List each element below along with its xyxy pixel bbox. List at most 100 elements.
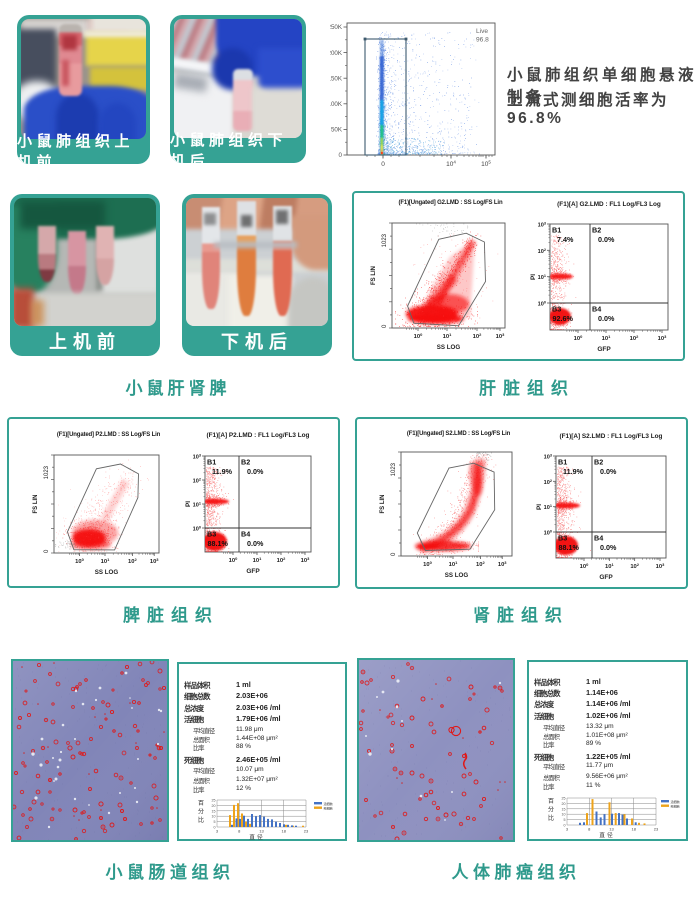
svg-text:1023: 1023 [382,233,388,247]
svg-text:百: 百 [198,800,204,807]
svg-text:死细胞: 死细胞 [324,806,333,811]
svg-text:8: 8 [238,829,241,834]
svg-text:GFP: GFP [246,568,260,575]
svg-text:23: 23 [654,827,659,832]
svg-text:200K: 200K [330,50,343,57]
svg-text:103: 103 [301,556,310,564]
svg-text:B2: B2 [594,458,603,467]
svg-text:0: 0 [339,152,343,159]
svg-text:103: 103 [658,334,667,342]
svg-text:0: 0 [391,552,397,556]
svg-text:SS LOG: SS LOG [445,572,469,579]
svg-text:100: 100 [414,332,423,340]
svg-text:20: 20 [212,804,216,808]
svg-text:B4: B4 [241,530,250,539]
svg-text:100: 100 [580,562,589,570]
svg-text:分: 分 [548,806,554,814]
svg-text:0.0%: 0.0% [598,235,615,244]
svg-text:18: 18 [632,827,637,832]
svg-text:直径: 直径 [249,833,265,841]
svg-text:88.1%: 88.1% [208,539,229,548]
svg-text:B1: B1 [552,226,561,235]
svg-text:1023: 1023 [44,465,50,479]
svg-text:FS LIN: FS LIN [33,495,39,514]
svg-text:102: 102 [193,478,201,485]
svg-text:0.0%: 0.0% [247,539,264,548]
svg-text:100: 100 [423,560,432,568]
svg-text:活细胞: 活细胞 [324,801,333,806]
svg-text:B1: B1 [558,458,567,467]
svg-text:102: 102 [128,557,137,565]
svg-text:88.1%: 88.1% [559,543,580,552]
svg-text:100: 100 [538,301,546,308]
svg-text:25: 25 [212,799,216,803]
svg-text:103: 103 [496,332,505,340]
svg-text:B3: B3 [207,530,216,539]
svg-text:23: 23 [304,829,309,834]
svg-text:13: 13 [259,829,264,834]
svg-text:(F1)[Ungated] G2.LMD : SS Log/: (F1)[Ungated] G2.LMD : SS Log/FS Lin [399,200,503,206]
svg-text:PI: PI [536,504,543,510]
svg-text:1023: 1023 [391,462,397,476]
svg-text:15: 15 [562,807,566,811]
svg-text:B3: B3 [552,305,561,314]
svg-text:比: 比 [198,816,204,824]
svg-text:Live: Live [476,28,488,35]
svg-text:(F1)[A] S2.LMD : FL1 Log/FL3 L: (F1)[A] S2.LMD : FL1 Log/FL3 Log [560,433,663,440]
svg-text:101: 101 [253,556,262,564]
svg-text:96.8: 96.8 [476,37,489,44]
svg-text:11.9%: 11.9% [563,467,584,476]
svg-text:PI: PI [185,501,192,507]
svg-text:11.9%: 11.9% [212,467,233,476]
svg-text:50K: 50K [331,127,343,134]
svg-text:101: 101 [193,502,201,509]
svg-text:分: 分 [198,808,204,816]
svg-text:103: 103 [193,454,201,461]
svg-text:0.0%: 0.0% [247,467,264,476]
svg-text:B1: B1 [207,458,216,467]
svg-text:百: 百 [548,798,554,805]
svg-text:比: 比 [548,814,554,822]
svg-text:(F1)[Ungated] P2.LMD : SS Log/: (F1)[Ungated] P2.LMD : SS Log/FS Lin [57,432,161,438]
svg-text:102: 102 [538,248,546,255]
svg-text:100: 100 [193,526,201,533]
svg-text:100: 100 [544,530,552,537]
svg-text:SS LOG: SS LOG [437,344,461,351]
svg-text:直径: 直径 [599,831,615,839]
svg-text:8: 8 [588,827,591,832]
svg-text:0: 0 [564,824,566,828]
svg-text:0.0%: 0.0% [598,314,615,323]
svg-text:PI: PI [530,274,537,280]
svg-text:SS LOG: SS LOG [95,569,119,576]
svg-text:B4: B4 [594,534,603,543]
svg-text:101: 101 [605,562,614,570]
svg-text:(F1)[Ungated] S2.LMD : SS Log/: (F1)[Ungated] S2.LMD : SS Log/FS Lin [407,431,511,437]
svg-text:GFP: GFP [599,574,613,581]
svg-text:13: 13 [609,827,614,832]
svg-text:103: 103 [656,562,665,570]
svg-text:GFP: GFP [597,346,611,353]
svg-text:10: 10 [562,813,566,817]
svg-text:(F1)[A] G2.LMD : FL1 Log/FL3 L: (F1)[A] G2.LMD : FL1 Log/FL3 Log [557,201,661,208]
svg-text:102: 102 [544,479,552,486]
svg-text:(F1)[A] P2.LMD : FL1 Log/FL3 L: (F1)[A] P2.LMD : FL1 Log/FL3 Log [207,432,310,439]
svg-text:15: 15 [212,809,216,813]
svg-text:20: 20 [562,802,566,806]
svg-text:FS LIN: FS LIN [380,495,386,514]
svg-text:102: 102 [473,332,482,340]
svg-text:B2: B2 [241,458,250,467]
svg-text:102: 102 [277,556,286,564]
svg-text:101: 101 [449,560,458,568]
svg-text:100: 100 [574,334,583,342]
svg-text:250K: 250K [330,24,343,31]
svg-text:活细胞: 活细胞 [671,799,680,804]
svg-text:3: 3 [566,827,569,832]
svg-text:0: 0 [44,549,50,553]
svg-text:101: 101 [602,334,611,342]
svg-text:0: 0 [382,324,388,328]
svg-text:103: 103 [498,560,507,568]
svg-text:5: 5 [214,820,216,824]
svg-text:105: 105 [481,160,491,169]
svg-text:B3: B3 [558,534,567,543]
svg-text:103: 103 [544,454,552,461]
